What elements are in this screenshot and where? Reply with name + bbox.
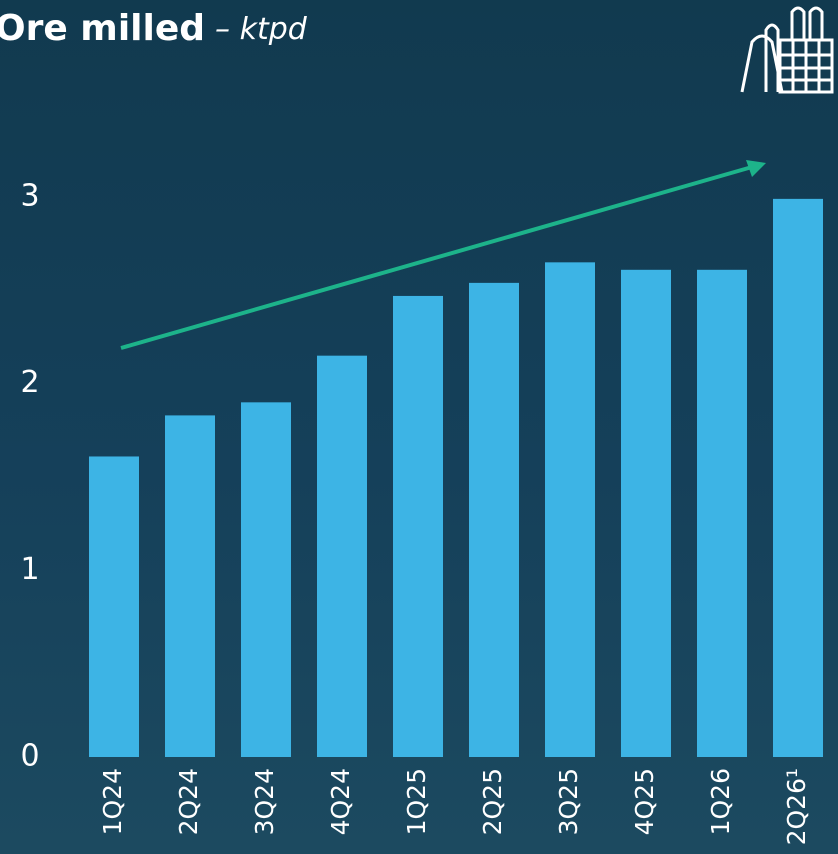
x-tick-label: 1Q26: [706, 768, 735, 835]
bar: [621, 270, 671, 757]
y-tick-label: 2: [20, 365, 39, 400]
x-tick-label: 3Q25: [554, 768, 583, 835]
bar: [317, 356, 367, 757]
x-tick-label: 2Q24: [174, 768, 203, 835]
bar: [241, 402, 291, 757]
page: Ore milled – ktpd 0 1 2 3 1Q24 2Q24 3Q24 4Q24 1Q2…: [0, 0, 838, 854]
x-tick-label: 1Q25: [402, 768, 431, 835]
y-tick-label: 1: [20, 552, 39, 587]
x-tick-label: 1Q24: [98, 768, 127, 835]
chart: Ore milled – ktpd 0 1 2 3 1Q24 2Q24 3Q24 4Q24 1Q2…: [0, 0, 838, 854]
bar: [545, 262, 595, 757]
x-tick-label: 4Q24: [326, 768, 355, 835]
bar: [165, 415, 215, 757]
bar: [89, 456, 139, 757]
chart-subtitle: – ktpd: [215, 12, 308, 47]
y-tick-label: 0: [20, 739, 39, 774]
chart-title-line: Ore milled – ktpd: [0, 8, 308, 49]
x-tick-label: 2Q26¹: [782, 768, 811, 845]
x-tick-label: 2Q25: [478, 768, 507, 835]
chart-title: Ore milled: [0, 8, 205, 49]
bar: [393, 296, 443, 757]
y-tick-label: 3: [20, 179, 39, 214]
bar: [697, 270, 747, 757]
bar: [773, 199, 823, 757]
x-tick-label: 4Q25: [630, 768, 659, 835]
bar: [469, 283, 519, 757]
x-tick-label: 3Q24: [250, 768, 279, 835]
